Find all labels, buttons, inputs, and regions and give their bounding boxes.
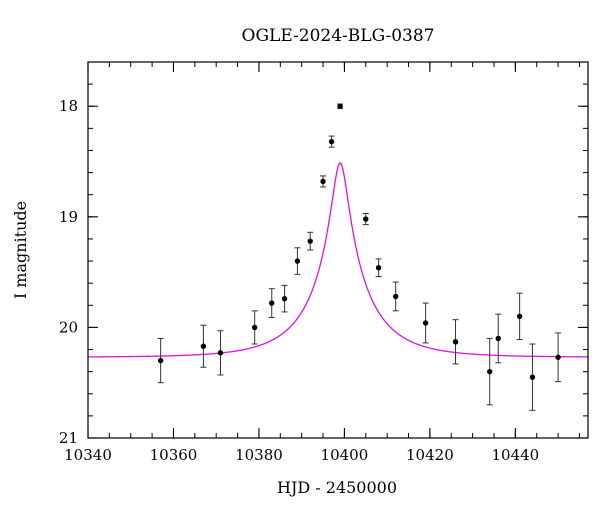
model-fit-curve [87, 162, 589, 358]
x-tick-label: 10400 [321, 446, 369, 464]
data-point [157, 357, 164, 364]
data-point [487, 368, 493, 375]
y-tick-label: 21 [59, 429, 78, 447]
data-point [281, 295, 288, 302]
plot-frame [87, 61, 589, 439]
major-ticks [87, 62, 588, 439]
data-point [392, 293, 399, 300]
data-point [217, 350, 224, 356]
data-point [375, 264, 382, 271]
data-point [363, 216, 369, 222]
x-tick-label: 10340 [64, 446, 112, 464]
chart-title: OGLE-2024-BLG-0387 [242, 26, 435, 46]
data-point [337, 103, 343, 109]
data-point [516, 313, 523, 320]
data-points [157, 103, 561, 380]
x-tick-label: 10380 [235, 446, 283, 464]
data-point [269, 300, 275, 306]
data-point [320, 178, 326, 185]
data-point [529, 374, 536, 380]
y-axis-label: I magnitude [11, 201, 30, 299]
x-axis-label: HJD - 2450000 [277, 478, 397, 497]
data-point [452, 339, 459, 345]
x-tick-label: 10420 [406, 446, 454, 464]
y-tick-label: 20 [59, 318, 78, 336]
data-point [251, 324, 258, 331]
x-tick-label: 10440 [491, 446, 539, 464]
x-tick-label: 10360 [150, 446, 198, 464]
data-point [555, 354, 561, 360]
y-tick-label: 18 [59, 97, 78, 115]
data-point [495, 335, 501, 342]
data-point [328, 138, 335, 145]
y-tick-label: 19 [59, 208, 78, 226]
data-point [422, 320, 429, 326]
data-point [200, 343, 207, 349]
data-point [307, 238, 313, 244]
minor-ticks [87, 61, 588, 439]
tick-labels: 10340 10360 10380 10400 10420 10440 18 19 20 21 [59, 97, 539, 464]
data-point [294, 258, 301, 264]
error-bars [157, 103, 562, 411]
